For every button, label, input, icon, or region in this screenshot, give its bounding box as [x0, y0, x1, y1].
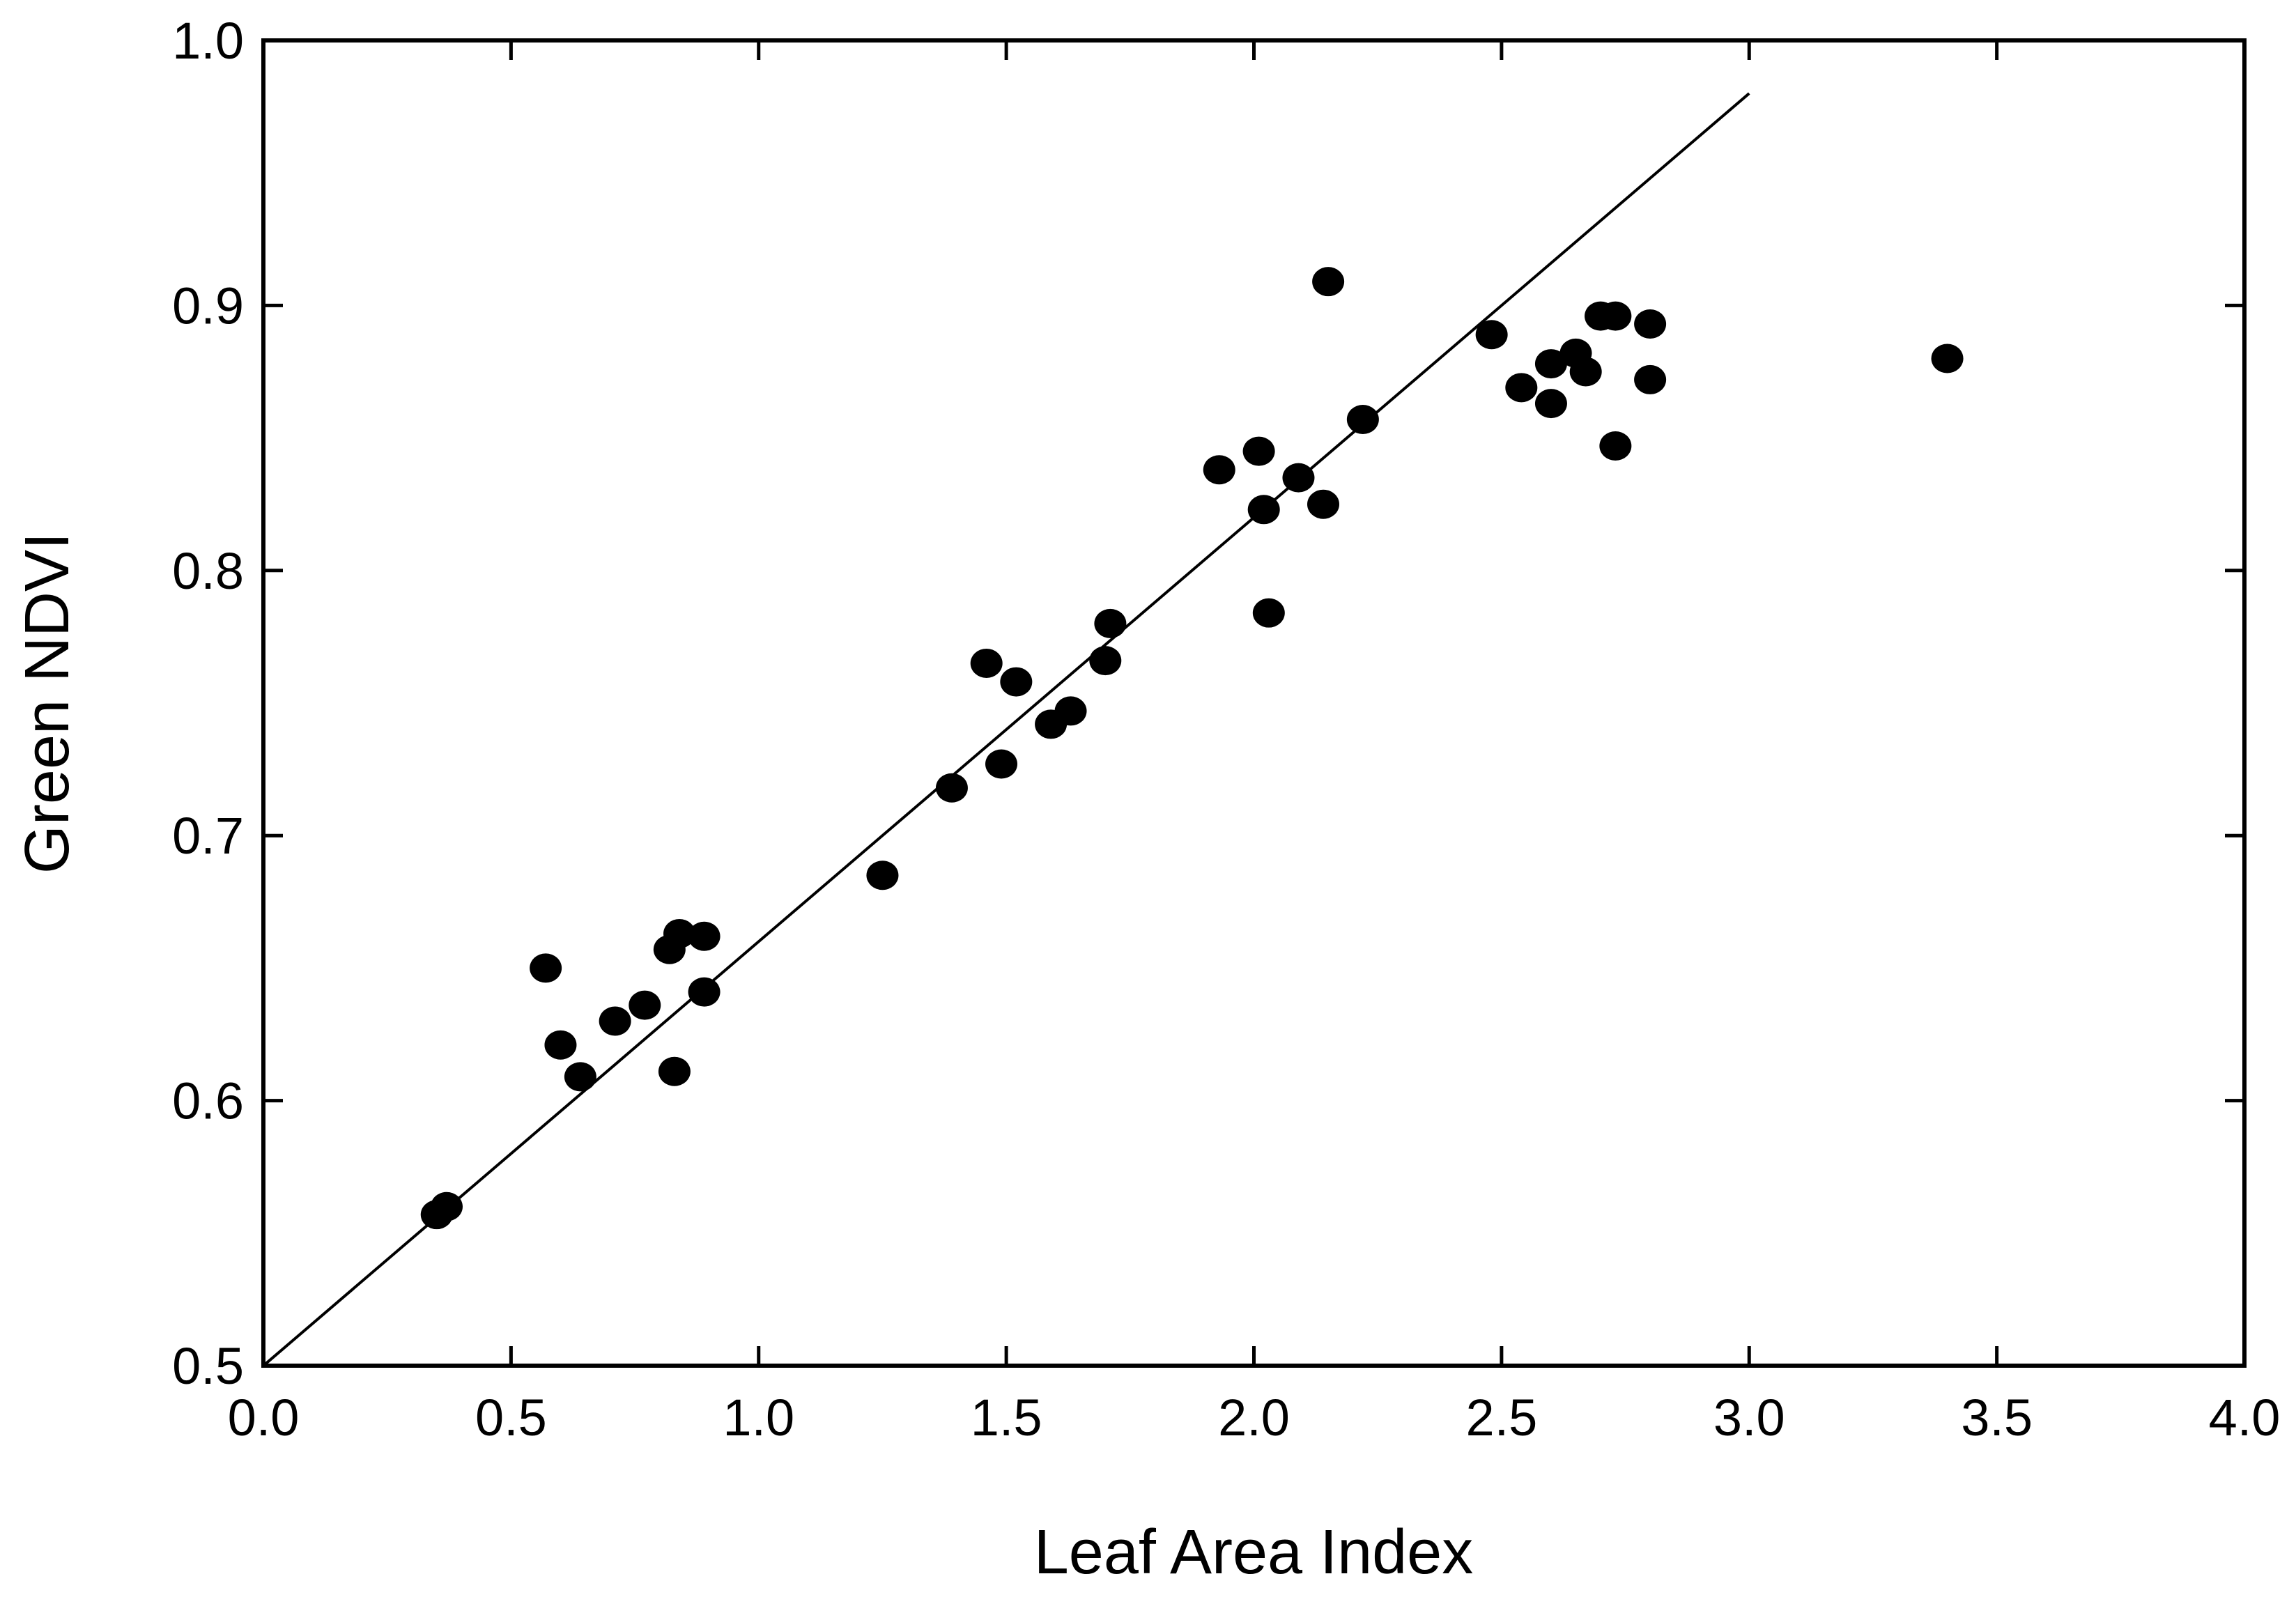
data-point: [1094, 608, 1127, 638]
data-point: [1634, 364, 1667, 394]
x-tick-label: 3.0: [1713, 1389, 1785, 1446]
data-point: [1599, 301, 1632, 331]
data-point: [935, 773, 968, 803]
x-tick-label: 0.0: [228, 1389, 300, 1446]
data-point: [970, 648, 1003, 678]
fit-line: [262, 92, 1750, 1367]
data-point: [430, 1191, 463, 1221]
data-point: [1247, 495, 1280, 525]
x-tick-label: 0.5: [475, 1389, 547, 1446]
data-point: [599, 1006, 631, 1036]
data-point: [1242, 436, 1275, 466]
y-axis-title: Green NDVI: [13, 532, 82, 874]
data-point: [1569, 357, 1602, 387]
data-point: [1000, 667, 1033, 697]
data-point: [658, 1056, 691, 1086]
data-point: [1346, 404, 1379, 434]
data-point: [688, 977, 721, 1007]
data-point: [688, 921, 721, 951]
x-axis-tick-labels: 0.0 0.5 1.0 1.5 2.0 2.5 3.0 3.5 4.0: [228, 1389, 2281, 1446]
x-tick-label: 1.0: [723, 1389, 794, 1446]
y-tick-label: 1.0: [172, 12, 244, 70]
data-point: [1089, 646, 1122, 676]
x-axis-title: Leaf Area Index: [1034, 1518, 1473, 1587]
data-point: [1307, 489, 1340, 519]
y-tick-label: 0.6: [172, 1072, 244, 1130]
data-point: [1599, 431, 1632, 461]
data-point: [1931, 344, 1964, 373]
y-axis-tick-labels: 0.5 0.6 0.7 0.8 0.9 1.0: [172, 12, 244, 1395]
y-tick-label: 0.9: [172, 277, 244, 334]
data-point: [866, 861, 899, 890]
y-tick-label: 0.8: [172, 542, 244, 600]
x-tick-label: 2.5: [1465, 1389, 1537, 1446]
x-axis-ticks: [261, 40, 2247, 1366]
data-point: [1203, 455, 1235, 485]
data-point: [629, 990, 661, 1020]
data-point: [530, 953, 562, 983]
data-point: [985, 749, 1018, 779]
data-point: [1054, 696, 1087, 726]
data-point: [1312, 267, 1345, 297]
x-tick-label: 4.0: [2209, 1389, 2281, 1446]
x-tick-label: 2.0: [1218, 1389, 1290, 1446]
data-point: [1282, 463, 1315, 493]
data-point: [544, 1030, 577, 1060]
data-point: [1634, 309, 1667, 339]
plot-frame: [261, 38, 2247, 1368]
data-point: [1534, 349, 1567, 379]
data-point: [564, 1062, 596, 1092]
x-tick-label: 3.5: [1961, 1389, 2033, 1446]
data-point: [1534, 389, 1567, 419]
y-tick-label: 0.5: [172, 1337, 244, 1395]
data-point: [663, 918, 696, 948]
data-points: [420, 267, 1964, 1230]
data-point: [1475, 320, 1508, 350]
y-tick-label: 0.7: [172, 807, 244, 865]
x-tick-label: 1.5: [971, 1389, 1042, 1446]
y-axis-ticks: [263, 38, 2244, 1368]
data-point: [1505, 373, 1538, 403]
data-point: [1252, 598, 1285, 628]
